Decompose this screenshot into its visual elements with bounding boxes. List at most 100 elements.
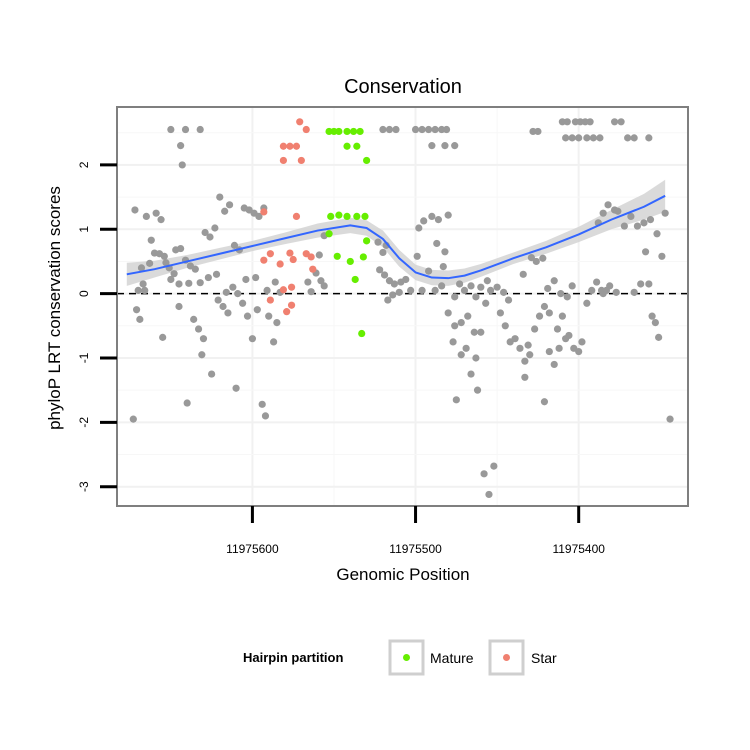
- point-other: [586, 118, 594, 126]
- point-other: [222, 288, 230, 296]
- point-other: [261, 412, 270, 420]
- point-other: [219, 302, 227, 311]
- point-other: [563, 293, 571, 301]
- point-other: [527, 253, 535, 262]
- point-star: [283, 308, 291, 316]
- point-star: [276, 260, 284, 268]
- point-other: [535, 312, 544, 320]
- point-star: [266, 296, 274, 304]
- point-other: [624, 134, 632, 142]
- point-mature: [325, 230, 333, 238]
- point-other: [221, 207, 229, 215]
- legend-label-mature: Mature: [430, 650, 474, 666]
- point-other: [640, 219, 648, 227]
- point-other: [633, 222, 642, 230]
- point-other: [464, 312, 472, 320]
- point-other: [411, 125, 420, 134]
- point-other: [540, 302, 549, 311]
- point-other: [550, 277, 558, 285]
- point-other: [178, 161, 186, 169]
- point-star: [302, 125, 310, 134]
- point-other: [395, 288, 403, 296]
- point-other: [457, 351, 465, 359]
- y-axis-title: phyloP LRT conservation scores: [45, 186, 64, 430]
- point-other: [433, 239, 441, 248]
- point-star: [279, 142, 288, 150]
- point-other: [545, 309, 553, 317]
- point-other: [431, 286, 439, 295]
- y-tick-label: 1: [77, 226, 91, 233]
- point-other: [263, 286, 271, 295]
- point-other: [239, 299, 247, 307]
- point-other: [596, 134, 604, 142]
- point-star: [292, 142, 301, 150]
- point-other: [175, 302, 183, 311]
- point-other: [627, 212, 635, 221]
- point-other: [199, 335, 208, 343]
- point-other: [602, 286, 611, 295]
- data-points: [129, 118, 674, 499]
- point-other: [645, 134, 653, 142]
- point-other: [208, 370, 216, 378]
- point-other: [428, 212, 436, 221]
- point-other: [434, 216, 442, 224]
- point-star: [292, 212, 301, 221]
- legend-label-star: Star: [531, 650, 557, 666]
- point-mature: [343, 127, 351, 136]
- point-other: [196, 279, 204, 287]
- point-other: [255, 212, 263, 221]
- point-other: [545, 347, 553, 356]
- y-tick-label: 2: [77, 161, 91, 168]
- x-tick-label: 11975600: [226, 542, 279, 556]
- point-mature: [353, 142, 361, 150]
- y-tick-label: -3: [77, 481, 91, 492]
- point-other: [442, 125, 451, 134]
- point-other: [317, 277, 325, 285]
- point-mature: [343, 212, 351, 221]
- point-other: [534, 127, 542, 136]
- point-mature: [358, 329, 366, 338]
- point-other: [137, 264, 146, 272]
- point-other: [304, 278, 312, 286]
- point-star: [307, 253, 315, 261]
- point-other: [504, 296, 513, 304]
- point-other: [159, 333, 167, 341]
- point-other: [185, 279, 193, 287]
- point-other: [211, 224, 219, 232]
- point-other: [565, 331, 573, 340]
- point-other: [462, 344, 470, 352]
- point-other: [477, 283, 485, 291]
- point-other: [142, 212, 150, 221]
- point-other: [589, 134, 597, 142]
- y-axis: -3 -2 -1 0 1 2: [77, 161, 117, 492]
- point-star: [287, 301, 296, 309]
- point-other: [557, 290, 565, 298]
- point-other: [630, 288, 638, 296]
- plot-background: [117, 107, 688, 506]
- point-other: [516, 344, 524, 352]
- point-other: [568, 134, 576, 142]
- point-other: [637, 280, 645, 288]
- point-other: [472, 293, 480, 301]
- point-other: [472, 354, 480, 362]
- point-other: [655, 333, 663, 341]
- point-other: [501, 322, 509, 330]
- point-other: [214, 296, 222, 304]
- point-other: [206, 233, 214, 241]
- point-other: [519, 270, 527, 278]
- point-other: [384, 296, 392, 304]
- point-other: [531, 325, 539, 333]
- point-other: [614, 207, 622, 215]
- point-other: [612, 288, 620, 296]
- point-other: [490, 462, 498, 470]
- point-other: [204, 273, 212, 282]
- point-other: [666, 415, 674, 423]
- point-other: [243, 312, 252, 320]
- point-other: [439, 263, 447, 271]
- point-other: [162, 259, 170, 267]
- point-star: [279, 286, 288, 294]
- point-other: [139, 280, 147, 288]
- point-other: [550, 360, 558, 369]
- point-other: [420, 217, 428, 225]
- point-other: [521, 373, 529, 381]
